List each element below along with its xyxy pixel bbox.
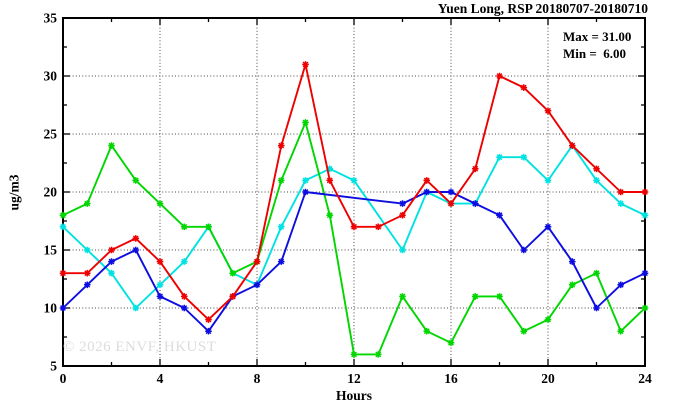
green-line-markers (59, 119, 649, 358)
watermark: © 2026 ENVF, HKUST (63, 339, 217, 355)
min-annotation: Min = 6.00 (563, 45, 627, 61)
y-tick-label: 5 (50, 359, 57, 374)
chart-title: Yuen Long, RSP 20180707-20180710 (437, 1, 648, 16)
max-min-annotation: Max = 31.00 Min = 6.00 (563, 29, 631, 62)
y-axis-label: ug/m3 (6, 174, 22, 211)
y-tick-label: 10 (44, 301, 58, 316)
x-tick-label: 0 (60, 371, 67, 386)
blue-line (62, 191, 646, 333)
x-tick-label: 8 (254, 371, 261, 386)
tick-labels: 5 10 15 20 25 30 35 0 4 8 12 16 20 24 (44, 11, 653, 387)
x-tick-label: 4 (157, 371, 164, 386)
y-tick-label: 20 (44, 185, 58, 200)
x-tick-label: 12 (347, 371, 361, 386)
gridlines (63, 18, 645, 366)
y-tick-label: 25 (44, 127, 58, 142)
x-tick-label: 20 (541, 371, 555, 386)
y-tick-label: 15 (44, 243, 58, 258)
x-tick-label: 24 (638, 371, 652, 386)
y-tick-label: 30 (44, 69, 58, 84)
max-annotation: Max = 31.00 (563, 29, 632, 44)
x-tick-label: 16 (444, 371, 458, 386)
y-tick-label: 35 (44, 11, 58, 26)
red-line-markers (59, 61, 649, 323)
x-axis-label: Hours (335, 388, 372, 403)
